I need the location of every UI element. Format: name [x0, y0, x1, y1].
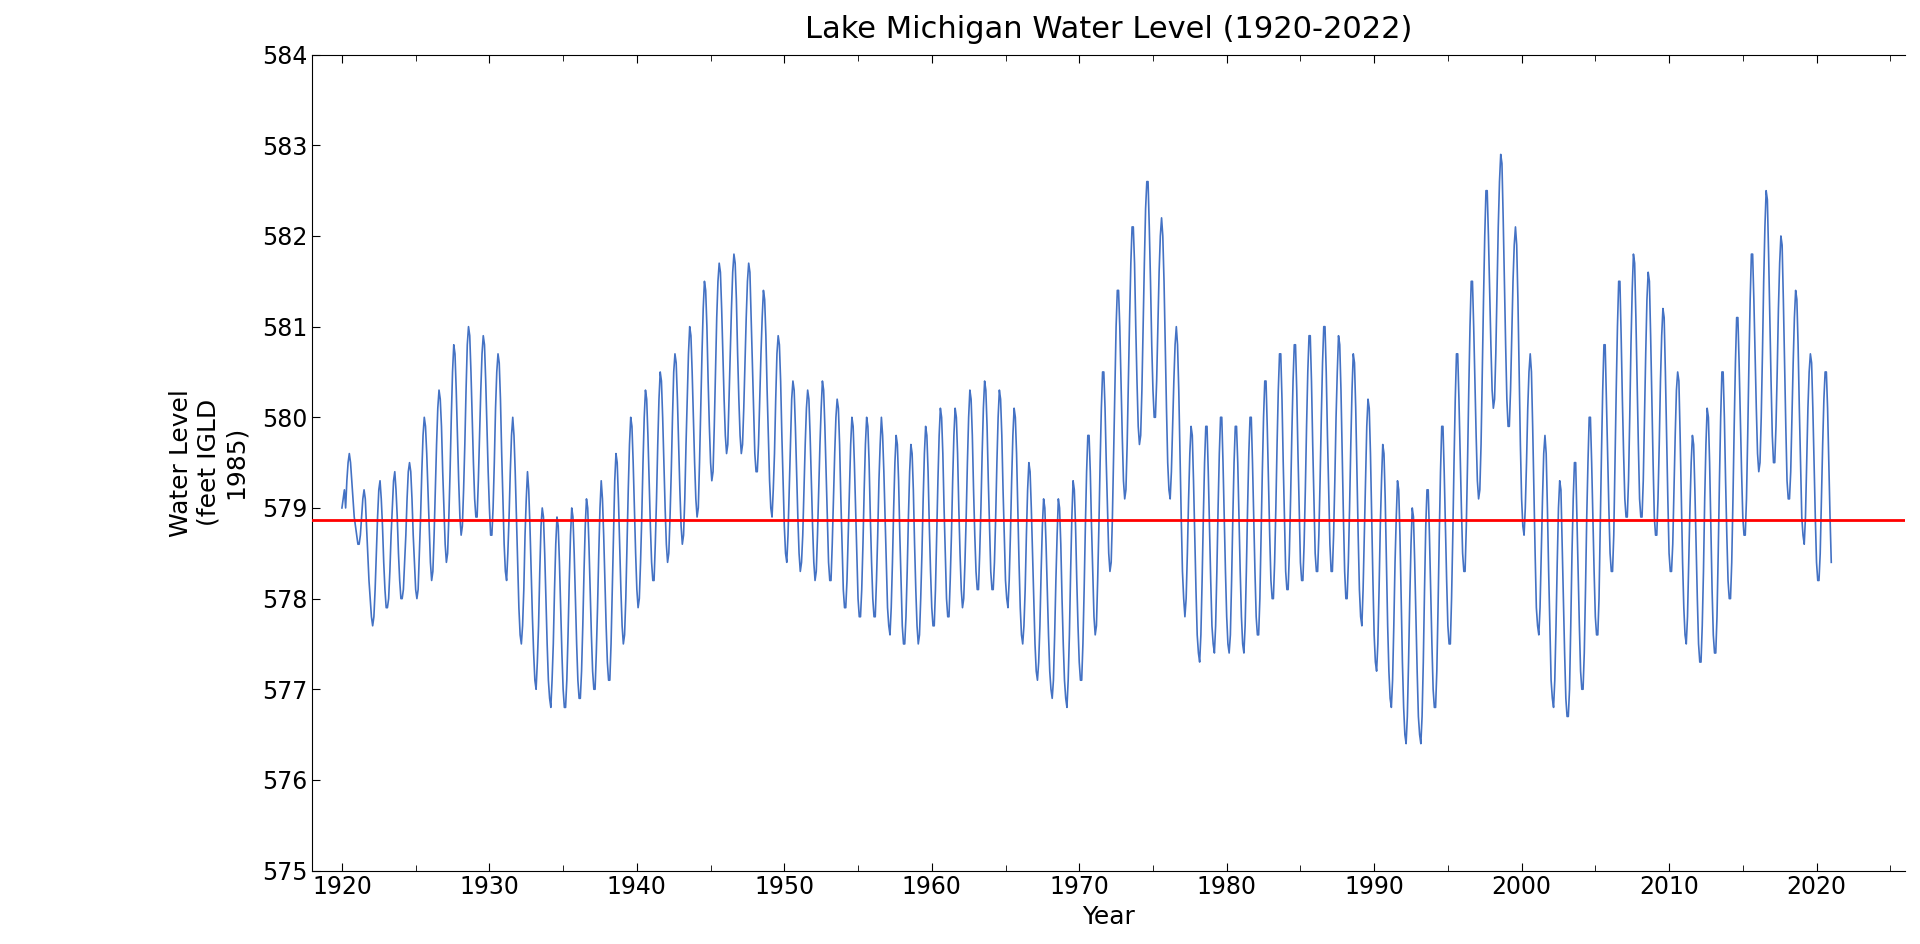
Y-axis label: Water Level
(feet IGLD
1985): Water Level (feet IGLD 1985) [169, 389, 248, 536]
X-axis label: Year: Year [1083, 905, 1135, 929]
Title: Lake Michigan Water Level (1920-2022): Lake Michigan Water Level (1920-2022) [804, 15, 1413, 44]
